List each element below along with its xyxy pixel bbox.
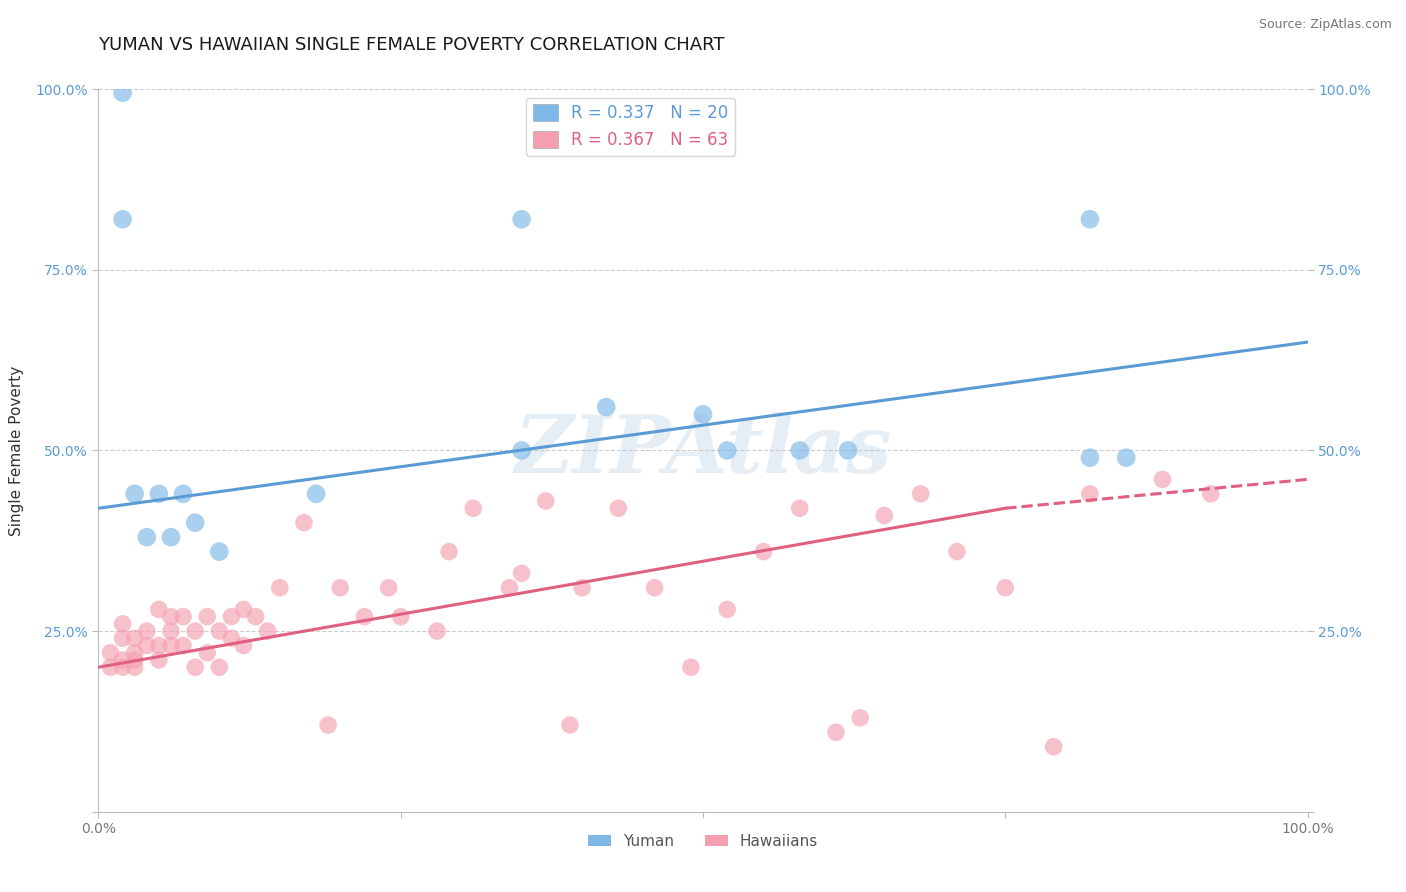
Point — [100, 646, 122, 660]
Point — [111, 660, 134, 674]
Point — [837, 443, 859, 458]
Point — [679, 660, 702, 674]
Point — [607, 501, 630, 516]
Point — [534, 494, 557, 508]
Text: Source: ZipAtlas.com: Source: ZipAtlas.com — [1258, 18, 1392, 31]
Point — [353, 609, 375, 624]
Point — [135, 624, 157, 639]
Point — [752, 544, 775, 558]
Point — [716, 602, 738, 616]
Point — [172, 609, 194, 624]
Point — [160, 530, 183, 544]
Point — [100, 660, 122, 674]
Point — [111, 86, 134, 100]
Point — [510, 212, 533, 227]
Point — [135, 530, 157, 544]
Point — [389, 609, 412, 624]
Point — [692, 407, 714, 421]
Point — [873, 508, 896, 523]
Point — [849, 711, 872, 725]
Point — [1152, 472, 1174, 486]
Point — [316, 718, 339, 732]
Point — [1078, 450, 1101, 465]
Point — [172, 487, 194, 501]
Point — [111, 632, 134, 646]
Point — [789, 443, 811, 458]
Point — [595, 400, 617, 414]
Point — [1042, 739, 1064, 754]
Point — [232, 639, 254, 653]
Point — [148, 639, 170, 653]
Point — [124, 487, 146, 501]
Point — [994, 581, 1017, 595]
Point — [184, 660, 207, 674]
Point — [825, 725, 848, 739]
Point — [148, 653, 170, 667]
Point — [208, 624, 231, 639]
Point — [111, 212, 134, 227]
Point — [221, 632, 243, 646]
Point — [160, 624, 183, 639]
Point — [195, 609, 218, 624]
Point — [184, 624, 207, 639]
Point — [172, 639, 194, 653]
Point — [498, 581, 520, 595]
Point — [124, 632, 146, 646]
Point — [124, 646, 146, 660]
Point — [245, 609, 267, 624]
Point — [437, 544, 460, 558]
Point — [1115, 450, 1137, 465]
Point — [135, 639, 157, 653]
Point — [510, 566, 533, 581]
Text: ZIPAtlas: ZIPAtlas — [515, 412, 891, 489]
Point — [184, 516, 207, 530]
Point — [124, 653, 146, 667]
Point — [111, 653, 134, 667]
Point — [377, 581, 399, 595]
Point — [148, 602, 170, 616]
Point — [910, 487, 932, 501]
Y-axis label: Single Female Poverty: Single Female Poverty — [10, 366, 24, 535]
Point — [426, 624, 449, 639]
Point — [208, 660, 231, 674]
Point — [305, 487, 328, 501]
Point — [232, 602, 254, 616]
Point — [148, 487, 170, 501]
Point — [292, 516, 315, 530]
Point — [160, 639, 183, 653]
Point — [124, 660, 146, 674]
Point — [1078, 212, 1101, 227]
Point — [1199, 487, 1222, 501]
Point — [195, 646, 218, 660]
Point — [644, 581, 666, 595]
Point — [716, 443, 738, 458]
Point — [269, 581, 291, 595]
Point — [1078, 487, 1101, 501]
Point — [789, 501, 811, 516]
Point — [256, 624, 278, 639]
Point — [558, 718, 581, 732]
Point — [221, 609, 243, 624]
Point — [160, 609, 183, 624]
Point — [946, 544, 969, 558]
Text: YUMAN VS HAWAIIAN SINGLE FEMALE POVERTY CORRELATION CHART: YUMAN VS HAWAIIAN SINGLE FEMALE POVERTY … — [98, 36, 725, 54]
Point — [111, 616, 134, 631]
Point — [329, 581, 352, 595]
Point — [510, 443, 533, 458]
Point — [463, 501, 485, 516]
Legend: Yuman, Hawaiians: Yuman, Hawaiians — [582, 828, 824, 855]
Point — [208, 544, 231, 558]
Point — [571, 581, 593, 595]
